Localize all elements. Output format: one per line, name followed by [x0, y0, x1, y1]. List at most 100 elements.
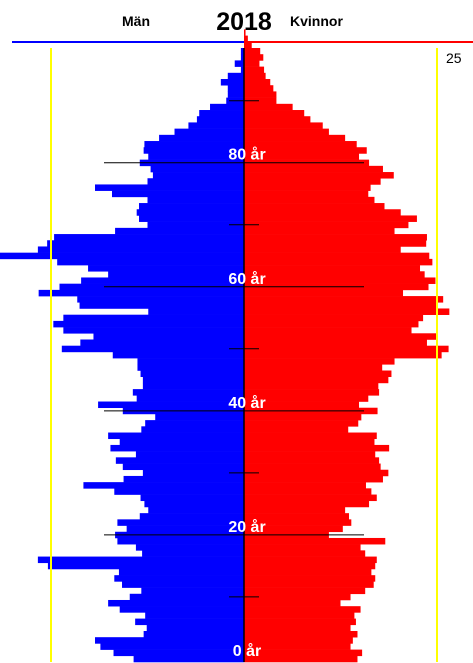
bar-women [244, 345, 449, 353]
bar-women [244, 296, 444, 303]
bar-women [244, 66, 265, 74]
bar-women [244, 382, 379, 390]
bar-men [159, 134, 244, 142]
bar-women [244, 624, 351, 632]
bar-men [115, 227, 244, 235]
bar-women [244, 320, 419, 328]
bar-men [37, 246, 244, 253]
bar-women [244, 494, 377, 502]
bar-men [132, 389, 244, 396]
bar-men [142, 469, 244, 477]
bar-men [63, 327, 244, 334]
bar-women [244, 302, 438, 309]
bar-women [244, 475, 383, 483]
bar-women [244, 488, 372, 495]
bar-men [37, 556, 244, 564]
bar-men [141, 426, 244, 433]
bar-men [147, 221, 244, 229]
bar-women [244, 35, 248, 43]
bar-men [144, 141, 244, 148]
age-label: 60 år [228, 270, 265, 288]
age-label: 20 år [228, 518, 265, 536]
bar-men [199, 110, 244, 117]
bar-women [244, 54, 264, 61]
bar-women [244, 500, 370, 508]
bar-men [57, 258, 245, 266]
bar-women [244, 444, 390, 452]
bar-women [244, 246, 401, 253]
bar-men [63, 314, 244, 322]
bar-women [244, 48, 261, 55]
bar-women [244, 178, 381, 185]
bar-women [244, 581, 374, 588]
age-label: 0 år [233, 642, 261, 660]
bar-women [244, 506, 346, 514]
bar-women [244, 655, 358, 663]
bar-men [139, 203, 244, 210]
bar-women [244, 128, 329, 136]
bar-women [244, 587, 366, 595]
bar-women [244, 389, 380, 396]
legend-men: Män [122, 13, 150, 29]
bar-men [135, 544, 244, 551]
bar-men [227, 85, 244, 92]
bar-men [119, 606, 244, 613]
bar-women [244, 457, 380, 464]
bar-men [141, 587, 244, 595]
bar-women [244, 234, 427, 241]
bar-women [244, 85, 274, 92]
bar-women [244, 314, 424, 322]
bar-women [244, 525, 343, 533]
bar-women [244, 103, 293, 111]
bar-men [143, 147, 244, 154]
bar-men [174, 128, 244, 136]
bar-women [244, 97, 277, 105]
bar-men [117, 537, 244, 545]
bar-women [244, 364, 383, 371]
bar-men [83, 482, 244, 489]
bar-women [244, 327, 412, 334]
bar-women [244, 643, 351, 650]
bar-women [244, 519, 352, 526]
bar-women [244, 308, 450, 315]
bar-men [240, 48, 244, 55]
bar-men [142, 550, 244, 557]
bar-women [244, 575, 376, 582]
bar-men [108, 271, 244, 278]
bar-women [244, 568, 372, 576]
bar-men [135, 618, 244, 626]
bar-men [77, 296, 244, 303]
bar-men [126, 525, 244, 533]
bar-men [81, 277, 244, 284]
bar-women [244, 110, 305, 117]
bar-women [244, 116, 311, 123]
bar-women [244, 252, 430, 260]
bar-women [244, 358, 395, 365]
bar-women [244, 432, 377, 440]
bar-men [113, 649, 244, 657]
bar-men [119, 438, 244, 446]
bar-women [244, 649, 363, 657]
bar-women [244, 277, 436, 284]
bar-men [220, 79, 244, 86]
bar-men [137, 358, 244, 365]
bar-men [117, 519, 244, 526]
overlay: 0 år 20 år 40 år 60 år 80 år [50, 48, 438, 662]
bar-men [196, 116, 244, 123]
bar-women [244, 147, 367, 154]
bar-men [88, 265, 244, 272]
bar-women [244, 60, 260, 67]
bar-women [244, 153, 360, 160]
bar-men [0, 252, 245, 260]
bar-men [143, 630, 244, 638]
scale-label: 25 [446, 50, 462, 66]
bar-women [244, 351, 442, 359]
bar-men [136, 395, 244, 402]
bar-men [144, 500, 244, 508]
age-label: 40 år [228, 394, 265, 412]
bar-women [244, 630, 358, 638]
bar-men [146, 624, 244, 632]
bar-men [54, 234, 245, 241]
bars [0, 29, 450, 663]
bar-men [240, 66, 244, 74]
